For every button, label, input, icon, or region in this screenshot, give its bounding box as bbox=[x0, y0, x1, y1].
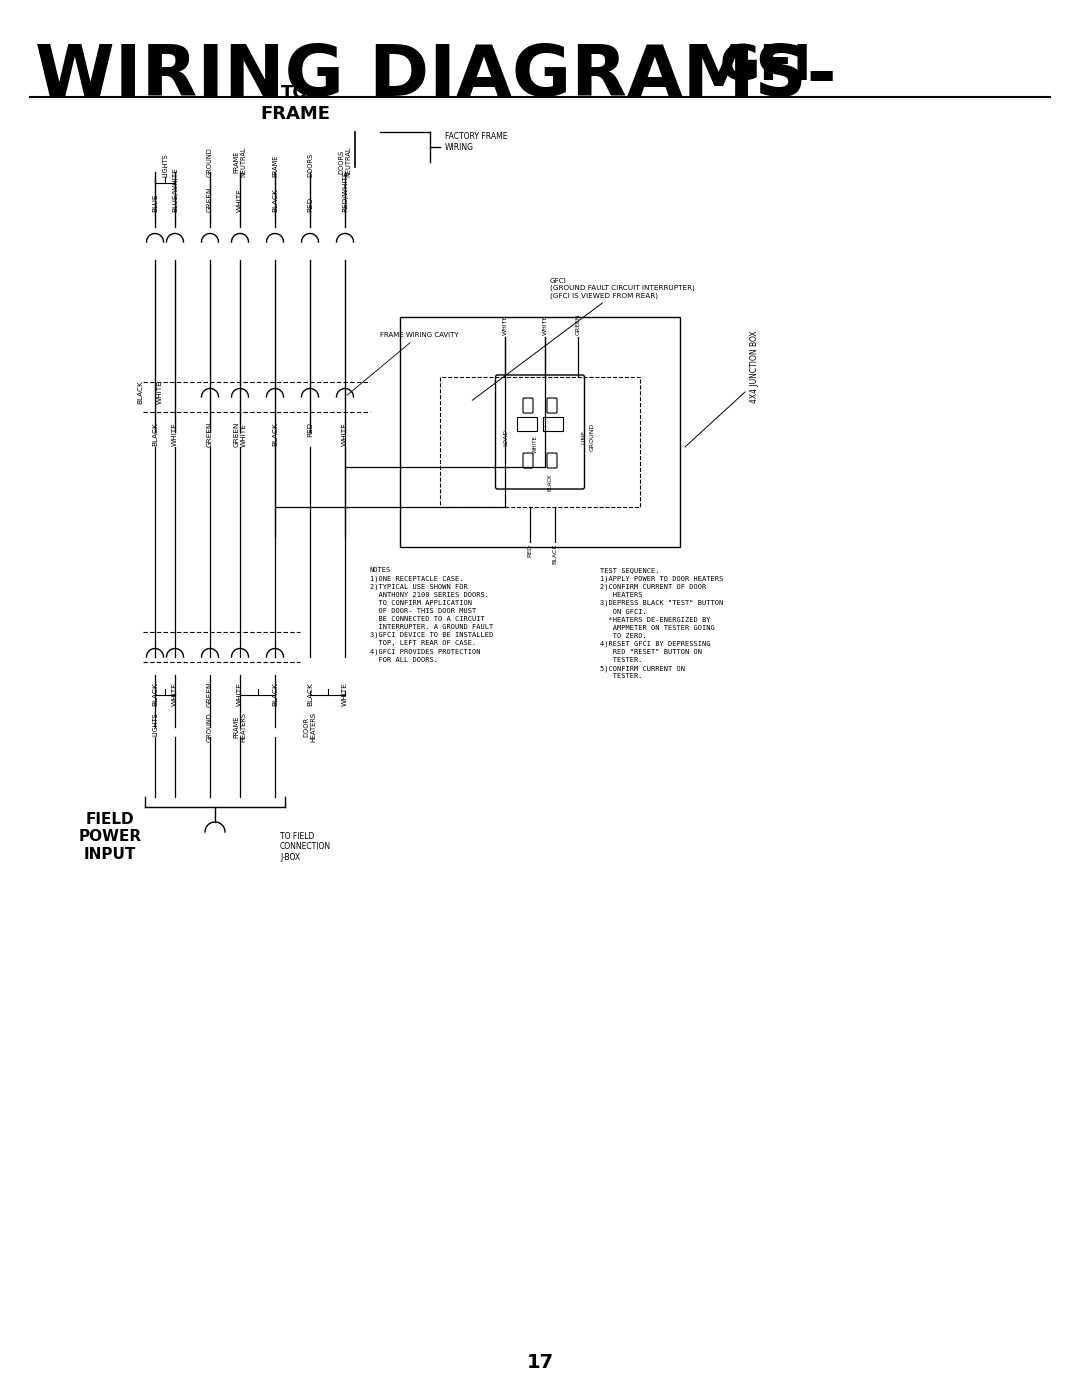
Text: TEST SEQUENCE.
1)APPLY POWER TO DOOR HEATERS
2)CONFIRM CURRENT OF DOOR
   HEATER: TEST SEQUENCE. 1)APPLY POWER TO DOOR HEA… bbox=[600, 567, 724, 679]
FancyBboxPatch shape bbox=[546, 453, 557, 468]
FancyBboxPatch shape bbox=[546, 398, 557, 414]
Text: FRAME
NEUTRAL: FRAME NEUTRAL bbox=[233, 147, 246, 177]
Text: LOAD: LOAD bbox=[503, 429, 509, 446]
Text: BLACK: BLACK bbox=[548, 474, 553, 490]
Text: DOORS
NEUTRAL: DOORS NEUTRAL bbox=[338, 147, 351, 177]
Text: RED: RED bbox=[307, 422, 313, 437]
Text: WHITE: WHITE bbox=[172, 422, 178, 446]
Text: GREEN
WHITE: GREEN WHITE bbox=[233, 422, 246, 447]
Text: BLACK: BLACK bbox=[152, 422, 158, 446]
Text: NOTES
1)ONE RECEPTACLE CASE.
2)TYPICAL USE SHOWN FOR
  ANTHONY 2100 SERIES DOORS: NOTES 1)ONE RECEPTACLE CASE. 2)TYPICAL U… bbox=[370, 567, 494, 664]
Text: GROUND: GROUND bbox=[590, 423, 594, 451]
Text: LINE: LINE bbox=[581, 430, 586, 444]
Text: BLACK: BLACK bbox=[272, 189, 278, 212]
Text: GREEN: GREEN bbox=[207, 187, 213, 212]
Text: RED/WHITE: RED/WHITE bbox=[342, 170, 348, 212]
Text: WHITE: WHITE bbox=[542, 314, 548, 335]
Text: GREEN: GREEN bbox=[207, 682, 213, 707]
Text: GREEN: GREEN bbox=[207, 422, 213, 447]
Text: FRAME: FRAME bbox=[272, 155, 278, 177]
Text: WHITE: WHITE bbox=[157, 380, 163, 404]
Text: LIGHTS: LIGHTS bbox=[162, 154, 168, 177]
Text: LIGHTS: LIGHTS bbox=[152, 712, 158, 736]
Text: GFCI
(GROUND FAULT CIRCUIT INTERRUPTER)
(GFCI IS VIEWED FROM REAR): GFCI (GROUND FAULT CIRCUIT INTERRUPTER) … bbox=[472, 278, 694, 401]
Text: BLACK: BLACK bbox=[137, 380, 143, 404]
Text: GFI: GFI bbox=[720, 42, 812, 89]
Text: WHITE: WHITE bbox=[342, 682, 348, 705]
Text: GROUND: GROUND bbox=[207, 712, 213, 742]
Text: BLACK: BLACK bbox=[307, 682, 313, 705]
Text: FIELD
POWER
INPUT: FIELD POWER INPUT bbox=[79, 812, 141, 862]
Text: FRAME
HEATERS: FRAME HEATERS bbox=[233, 712, 246, 742]
Text: GREEN: GREEN bbox=[576, 313, 581, 335]
Text: DOORS: DOORS bbox=[307, 152, 313, 177]
FancyBboxPatch shape bbox=[523, 453, 534, 468]
Text: DOOR
HEATERS: DOOR HEATERS bbox=[303, 712, 316, 742]
Text: WHITE: WHITE bbox=[342, 422, 348, 446]
Text: BLACK: BLACK bbox=[553, 543, 557, 564]
Text: BLACK: BLACK bbox=[272, 682, 278, 705]
Text: FRAME WIRING CAVITY: FRAME WIRING CAVITY bbox=[347, 332, 459, 395]
Text: RED: RED bbox=[527, 543, 532, 557]
Text: BLACK: BLACK bbox=[272, 422, 278, 446]
Text: TO FIELD
CONNECTION
J-BOX: TO FIELD CONNECTION J-BOX bbox=[280, 833, 332, 862]
Text: WIRING DIAGRAMS-: WIRING DIAGRAMS- bbox=[35, 42, 837, 110]
Text: BLUE: BLUE bbox=[152, 194, 158, 212]
Text: BLACK: BLACK bbox=[152, 682, 158, 705]
Text: TO
FRAME: TO FRAME bbox=[260, 84, 330, 123]
Text: RED: RED bbox=[307, 197, 313, 212]
Text: WHITE: WHITE bbox=[502, 314, 508, 335]
Text: GROUND: GROUND bbox=[207, 147, 213, 177]
Text: WHITE: WHITE bbox=[172, 682, 178, 705]
Text: BLUE/WHITE: BLUE/WHITE bbox=[172, 168, 178, 212]
Text: FACTORY FRAME
WIRING: FACTORY FRAME WIRING bbox=[445, 133, 508, 152]
Text: WHITE: WHITE bbox=[237, 189, 243, 212]
Text: WHITE: WHITE bbox=[237, 682, 243, 705]
FancyBboxPatch shape bbox=[523, 398, 534, 414]
Text: 4X4 JUNCTION BOX: 4X4 JUNCTION BOX bbox=[750, 331, 759, 404]
Text: WHITE: WHITE bbox=[532, 434, 538, 453]
Text: 17: 17 bbox=[526, 1352, 554, 1372]
